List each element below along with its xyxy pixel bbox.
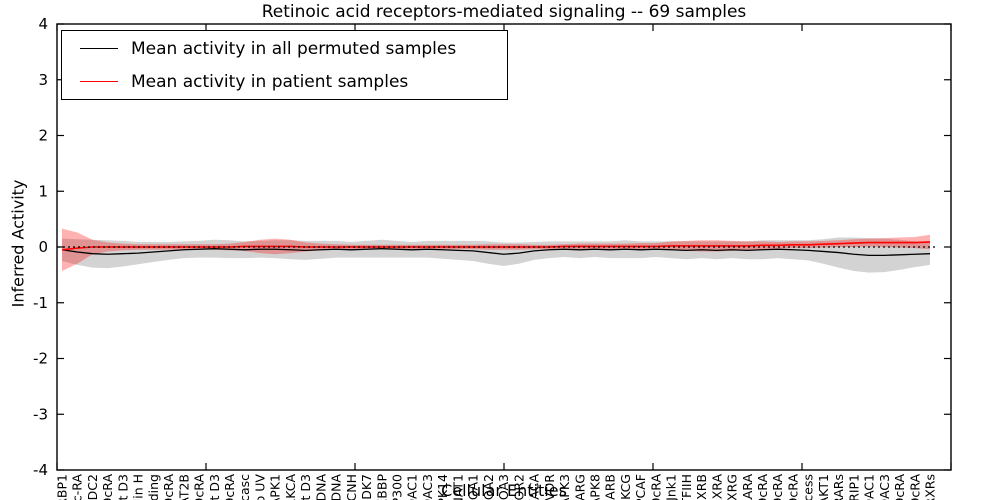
patient-line-swatch [80,81,118,82]
x-category-label: VDR [542,474,557,500]
x-category-label: RARB [603,474,618,500]
x-category-label: PRKACA [527,474,542,500]
x-category-label: VDR/VDR/DNA [329,474,344,500]
x-category-label: mol:9cRA [192,474,207,500]
x-category-label: NRIP1 [846,474,861,500]
x-category-label: CCNH [344,474,359,500]
x-axis-label: Cellular Entities [441,481,567,500]
x-category-label: CREBBP [374,474,389,500]
permuted-mean-line [61,248,931,257]
x-category-label: RAR gamma2/9cRA [222,474,237,500]
x-category-label: proteasomal ubiquitin-dependent protein … [801,474,816,500]
x-category-label: PRKCG [618,474,633,500]
x-category-label: MNAT1 [450,474,465,500]
x-category-label: RAR alpha/9cRA/Cyclin H [131,474,146,500]
x-category-label: RXRs/RARs/SMRT(N-CoR2)/9cRA [892,474,907,500]
x-category-label: MAPK1 [268,474,283,500]
x-category-label: AKT1 [816,474,831,500]
y-tick-label: 4 [38,15,48,33]
x-category-label: positive regulation of DNA binding [146,474,161,500]
legend: Mean activity in all permuted samples Me… [61,30,508,100]
x-category-label: NCOR2 [511,474,526,500]
patient-mean-line [61,241,931,251]
x-category-label: CDC2 [85,474,100,500]
y-tick-label: 1 [38,182,48,200]
x-category-label: negative regulation of phosphoinositide … [237,474,252,500]
x-category-label: RXRs/RARs/NRIP1/9cRA/HDAC3 [877,474,892,500]
legend-item-patient: Mean activity in patient samples [62,66,507,97]
x-category-label: RAR alpha/RXRs [923,474,938,500]
y-tick-label: 3 [38,71,48,89]
patient-std-band [62,228,930,271]
x-category-label: RAR alpha/Jnk1 [664,474,679,500]
x-category-label: RAR alpha/9cRA [161,474,176,500]
x-category-label: TFIIH [679,474,694,500]
y-tick-label: -3 [33,405,48,423]
x-category-label: MAPK8 [587,474,602,500]
x-category-label: NCOA1 [466,474,481,500]
x-category-label: RXRs/VDR/DNA/Vit D3 [115,474,130,500]
x-category-label: RXRs/RARs [831,474,846,500]
x-category-label: NCOA3 [496,474,511,500]
x-category-label: RARs/TIF2/Cbp/p300/PCAF/9cRA [770,474,785,500]
x-category-label: mol:Vit D3 [207,474,222,500]
x-category-label: MAPK14 [435,474,450,500]
x-category-label: RXRG [725,474,740,500]
x-category-label: HDAC1 [405,474,420,500]
x-category-label: RXRA [709,474,724,500]
x-category-label: RXRs/RARs/NRIP1/9cRA [907,474,922,500]
x-category-label: NCOA2 [481,474,496,500]
x-category-label: RARA [740,474,755,500]
x-category-label: PRKCA [283,474,298,500]
x-category-label: CDK7 [359,474,374,500]
legend-item-permuted: Mean activity in all permuted samples [62,33,507,64]
x-category-label: EP300 [390,474,405,500]
y-tick-label: -1 [33,294,48,312]
x-category-label: RXRs/RXRs/DNA/9cRA [100,474,115,500]
x-category-label: MAPK3 [557,474,572,500]
x-category-label: Cbp/p300/PCAF [633,474,648,500]
x-category-label: RBP1 [55,474,70,500]
y-axis-label: Inferred Activity [8,179,28,308]
legend-item-label: Mean activity in all permuted samples [131,38,457,59]
permuted-line-swatch [80,48,118,49]
legend-item-label: Mean activity in patient samples [131,71,409,92]
x-category-label: RXRB [694,474,709,500]
chart-title: Retinoic acid receptors-mediated signali… [261,2,747,22]
x-category-label: VDR/Vit D3/DNA [313,474,328,500]
x-category-label: RXRs/RARs/NRIP1/9cRA/HDAC1 [862,474,877,500]
y-tick-label: 2 [38,127,48,145]
x-category-label: RAR gamma1/9cRA [648,474,663,500]
x-category-label: RARs/Src-1/Cbp/p300/PCAF/9cRA [755,474,770,500]
x-category-label: RARs/AIB1/Cbp/p300/PCAF/9cRA [785,474,800,500]
y-tick-label: 0 [38,238,48,256]
x-category-label: KAT2B [176,474,191,500]
x-category-label: response to UV [252,474,267,500]
x-category-label: CRBP1/9-cic-RA [70,474,85,500]
x-category-label: HDAC3 [420,474,435,500]
x-category-label: VDR/VDR/Vit D3 [298,474,313,500]
x-category-label: RARG [572,474,587,500]
y-tick-label: -2 [33,350,48,368]
y-tick-label: -4 [33,461,48,479]
